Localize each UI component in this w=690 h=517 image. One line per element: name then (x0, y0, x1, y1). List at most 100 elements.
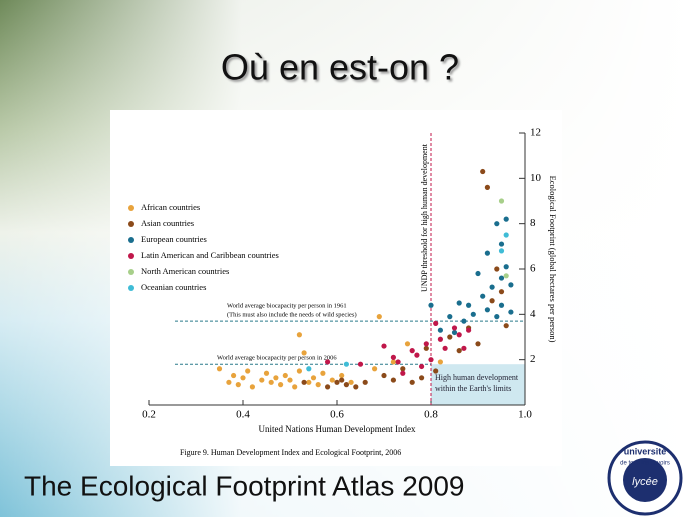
point (461, 345, 467, 351)
point (442, 345, 448, 351)
legend-marker (128, 269, 134, 275)
point (245, 368, 251, 374)
x-tick-label: 0.6 (330, 409, 344, 421)
x-tick-label: 0.4 (236, 409, 250, 421)
point (306, 379, 312, 385)
reference-label: World average biocapacity per person in … (227, 303, 347, 310)
y-tick-label: 10 (530, 172, 542, 184)
point (390, 359, 396, 365)
point (428, 357, 434, 363)
point (451, 325, 458, 331)
point (475, 270, 481, 277)
point (433, 320, 439, 326)
legend-label: Oceanian countries (141, 282, 206, 292)
point (348, 379, 354, 385)
point (414, 352, 420, 358)
point (503, 273, 509, 279)
point (249, 384, 255, 390)
legend-label: Asian countries (141, 218, 194, 228)
point (447, 314, 453, 320)
point (216, 366, 223, 372)
point (400, 366, 406, 372)
point (503, 232, 509, 238)
point (498, 289, 505, 295)
point (301, 350, 307, 356)
threshold-label: UNDP threshold for high human developmen… (420, 143, 429, 292)
point (381, 343, 387, 349)
point (343, 382, 349, 388)
point (498, 275, 505, 281)
point (310, 375, 317, 381)
zone-text: High human development (435, 373, 519, 382)
legend-label: Latin American and Caribbean countries (141, 250, 279, 260)
legend-label: North American countries (141, 266, 229, 276)
point (273, 375, 279, 381)
x-tick-label: 1.0 (518, 409, 532, 421)
point (480, 168, 486, 175)
point (278, 382, 284, 388)
point (372, 366, 378, 372)
chart-panel (110, 110, 562, 466)
point (470, 311, 476, 317)
point (494, 221, 500, 227)
point (498, 241, 505, 247)
point (381, 372, 387, 379)
point (263, 370, 270, 376)
point (362, 379, 368, 385)
point (489, 298, 495, 304)
point (325, 359, 331, 365)
point (306, 366, 312, 372)
point (240, 375, 246, 381)
y-tick-label: 12 (530, 127, 541, 139)
x-tick-label: 0.2 (142, 409, 156, 421)
x-tick-label: 0.8 (424, 409, 438, 421)
point (376, 314, 382, 320)
point (400, 370, 406, 376)
point (357, 361, 364, 367)
point (484, 307, 490, 313)
point (503, 216, 509, 222)
point (484, 184, 490, 190)
point (456, 300, 462, 306)
point (339, 372, 345, 379)
point (296, 368, 302, 374)
point (494, 266, 500, 272)
point (390, 354, 396, 360)
legend-marker (128, 237, 134, 243)
point (508, 282, 514, 288)
point (419, 363, 425, 370)
point (301, 379, 307, 385)
point (315, 382, 321, 388)
point (484, 250, 490, 256)
point (437, 336, 443, 342)
point (320, 370, 326, 376)
legend-marker (128, 285, 134, 291)
point (287, 377, 293, 383)
point (334, 379, 340, 385)
reference-label: (This must also include the needs of wil… (227, 312, 357, 319)
point (423, 345, 429, 351)
zone (431, 364, 525, 405)
point (390, 377, 396, 383)
logo-text: université (624, 446, 667, 456)
y-tick-label: 6 (530, 263, 536, 275)
logo-disc (623, 458, 667, 502)
footer: The Ecological Footprint Atlas 2009 (24, 470, 464, 501)
point (433, 368, 439, 374)
point (231, 372, 237, 379)
point (226, 379, 232, 385)
legend-marker (128, 205, 134, 211)
reference-label: World average biocapacity per person in … (217, 355, 337, 362)
point (503, 323, 509, 329)
point (447, 334, 453, 340)
y-tick-label: 8 (530, 217, 536, 229)
point (409, 348, 415, 354)
point (480, 293, 486, 299)
point (339, 377, 345, 383)
slide-title: Où en est-on ? (221, 47, 459, 88)
caption: Figure 9. Human Development Index and Ec… (180, 448, 401, 457)
legend-marker (128, 221, 134, 227)
point (437, 359, 443, 365)
point (503, 264, 509, 270)
